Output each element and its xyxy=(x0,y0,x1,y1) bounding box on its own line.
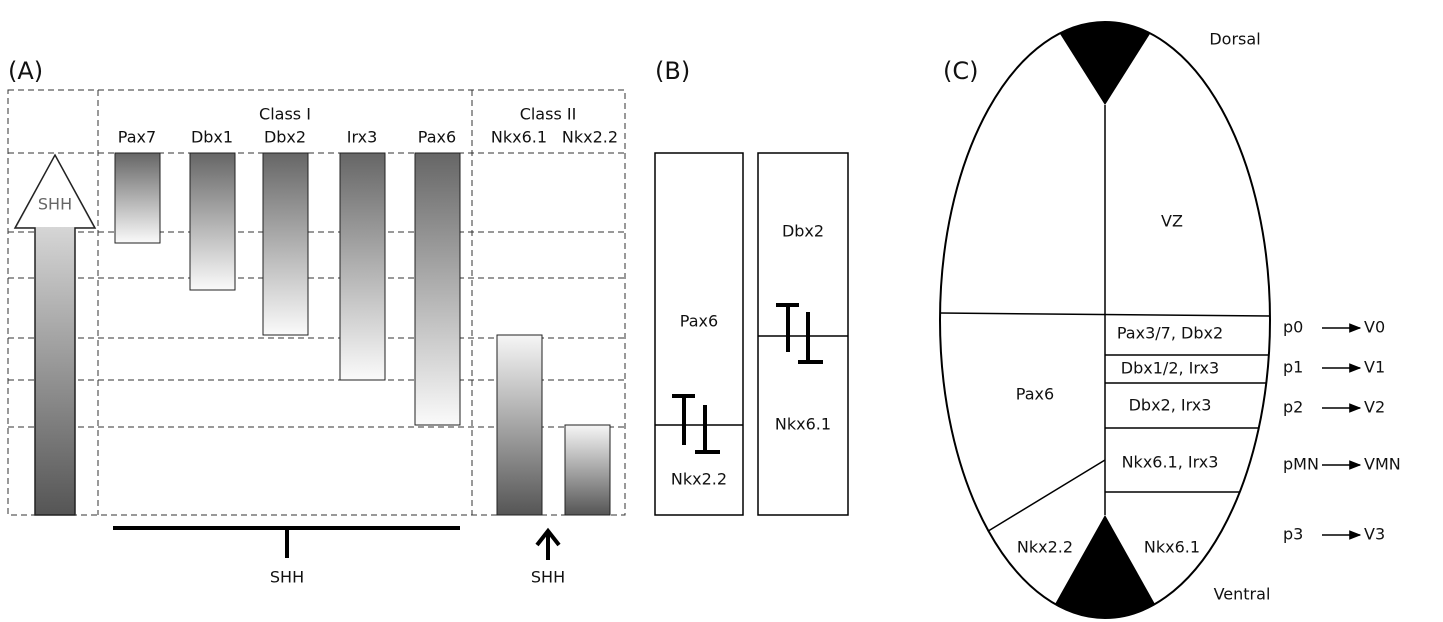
arrow-head xyxy=(17,157,93,227)
panel-b: (B) Pax6 Nkx2.2 Dbx2 Nkx6.1 xyxy=(655,57,848,515)
axis-label: Dorsal xyxy=(1209,30,1260,49)
expression-bar xyxy=(263,153,308,335)
neuron-label: V0 xyxy=(1364,318,1385,337)
progenitor-label: p2 xyxy=(1283,398,1303,417)
neuron-label: V2 xyxy=(1364,398,1385,417)
expression-bar xyxy=(415,153,460,425)
gene-label: Pax7 xyxy=(118,128,156,147)
fate-map: p0 V0 p1 V1 p2 V2 pMN VMN p3 V3 xyxy=(1283,318,1401,544)
expression-bar xyxy=(190,153,235,290)
progenitor-label: p1 xyxy=(1283,358,1303,377)
region-label: VZ xyxy=(1161,212,1183,231)
gene-label: Nkx2.2 xyxy=(562,128,618,147)
domain-genes: Nkx6.1, Irx3 xyxy=(1122,453,1219,472)
region-label: Nkx6.1 xyxy=(1144,538,1200,557)
panel-label: (B) xyxy=(655,57,690,85)
gene-label: Dbx1 xyxy=(191,128,233,147)
figure: (A) SHH Class I Class II Pax7 Dbx1 Dbx2 … xyxy=(0,0,1443,622)
region-label: Nkx2.2 xyxy=(1017,538,1073,557)
shh-label: SHH xyxy=(270,568,304,587)
column xyxy=(758,153,848,515)
domain-genes: Dbx1/2, Irx3 xyxy=(1121,359,1219,378)
class-label: Class II xyxy=(520,105,577,124)
progenitor-label: p3 xyxy=(1283,525,1303,544)
gene-label: Nkx2.2 xyxy=(671,470,727,489)
class-label: Class I xyxy=(259,105,311,124)
neuron-label: V3 xyxy=(1364,525,1385,544)
axis-label: Ventral xyxy=(1214,585,1271,604)
gene-label: Pax6 xyxy=(418,128,456,147)
progenitor-label: p0 xyxy=(1283,318,1303,337)
shh-label: SHH xyxy=(531,568,565,587)
gene-label: Irx3 xyxy=(347,128,378,147)
gene-label: Nkx6.1 xyxy=(491,128,547,147)
cross-repression xyxy=(776,305,823,362)
panel-a: (A) SHH Class I Class II Pax7 Dbx1 Dbx2 … xyxy=(8,57,625,587)
gene-label: Nkx6.1 xyxy=(775,415,831,434)
neuron-label: VMN xyxy=(1364,455,1401,474)
region-label: Pax6 xyxy=(1016,385,1054,404)
neuron-label: V1 xyxy=(1364,358,1385,377)
expression-bar xyxy=(115,153,160,243)
arrow-label: SHH xyxy=(38,195,72,214)
gene-label: Dbx2 xyxy=(782,222,824,241)
panel-label: (C) xyxy=(943,57,978,85)
panel-label: (A) xyxy=(8,57,43,85)
panel-c: (C) Dorsal Ventral VZ Pax6 Nkx2.2 Nkx6.1… xyxy=(940,18,1401,622)
gene-label: Pax6 xyxy=(680,312,718,331)
expression-bar xyxy=(565,425,610,515)
domain-genes: Pax3/7, Dbx2 xyxy=(1117,324,1223,343)
progenitor-label: pMN xyxy=(1283,455,1319,474)
gene-label: Dbx2 xyxy=(264,128,306,147)
expression-bar xyxy=(340,153,385,380)
expression-bar xyxy=(497,335,542,515)
cross-repression xyxy=(672,396,720,452)
column xyxy=(655,153,743,515)
domain-genes: Dbx2, Irx3 xyxy=(1129,396,1212,415)
